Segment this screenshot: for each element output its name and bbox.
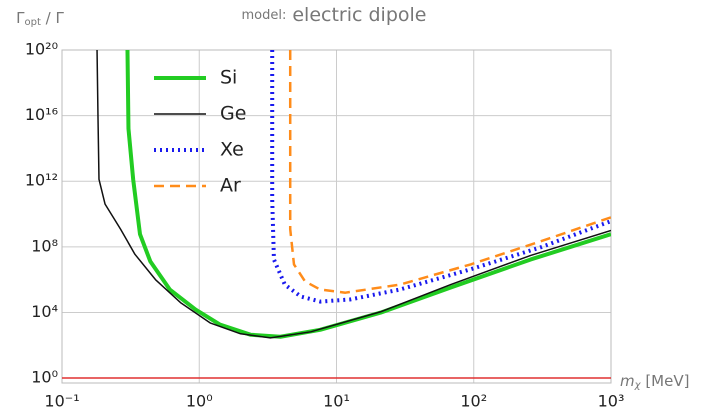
title-prefix: model: [242, 8, 287, 23]
y-tick-label: 10¹² [25, 171, 58, 190]
legend-label: Xe [220, 139, 244, 161]
x-tick-label: 10⁰ [186, 392, 213, 411]
x-tick-label: 10⁻¹ [44, 392, 79, 411]
y-label-subscript: opt [25, 17, 41, 28]
chart-title: model: electric dipole [242, 4, 427, 26]
legend-label: Ar [220, 175, 241, 197]
legend-label: Ge [220, 103, 246, 125]
y-tick-label: 10¹⁶ [25, 105, 58, 124]
y-tick-label: 10²⁰ [25, 40, 58, 59]
x-axis-label: mχ [MeV] [620, 372, 689, 392]
x-tick-label: 10³ [598, 392, 625, 411]
plot-frame [61, 49, 612, 384]
title-text: electric dipole [292, 4, 426, 26]
x-tick-label: 10¹ [323, 392, 350, 411]
y-axis-label: Γopt / Γ [16, 9, 64, 29]
series-line [125, 49, 611, 339]
x-tick-label: 10² [460, 392, 487, 411]
legend-label: Si [220, 67, 237, 89]
x-label-subscript: χ [634, 380, 642, 391]
series-line [288, 50, 611, 294]
x-label-symbol: m [620, 372, 635, 390]
y-tick-label: 10⁴ [31, 302, 58, 321]
y-label-symbol: Γ [16, 9, 25, 27]
y-tick-label: 10⁸ [31, 236, 58, 255]
y-tick-label: 10⁰ [31, 368, 58, 387]
y-label-suffix: / Γ [41, 9, 65, 27]
series-line [270, 50, 611, 304]
x-label-suffix: [MeV] [641, 372, 690, 390]
series-line [96, 49, 611, 339]
